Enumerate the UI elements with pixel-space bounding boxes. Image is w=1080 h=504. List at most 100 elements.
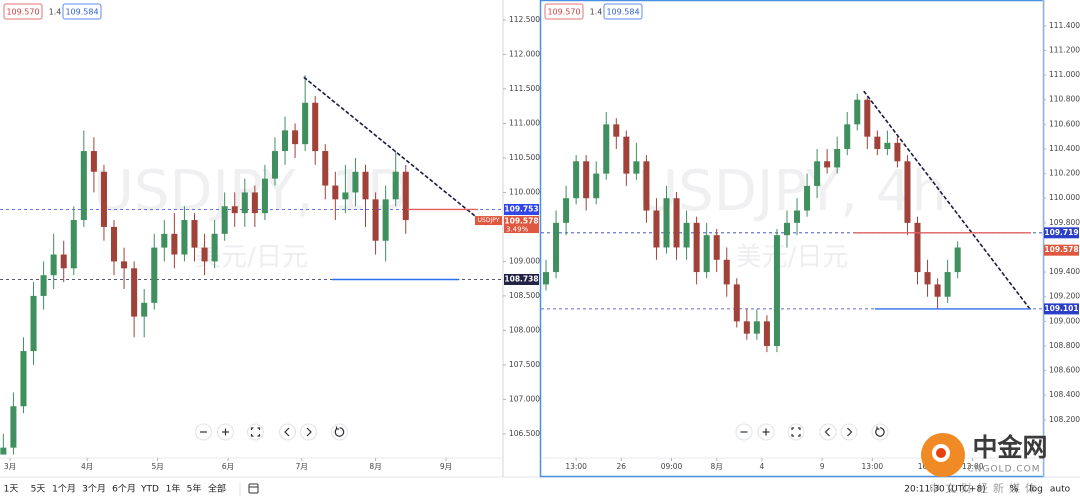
candle-body: [131, 268, 138, 317]
x-tick-label: 26: [617, 462, 627, 471]
level-label: 109.719: [1044, 228, 1078, 237]
x-tick-label: 13:00: [565, 462, 587, 471]
candle-body: [693, 222, 700, 273]
last-price: 109.578: [504, 217, 538, 226]
range-button[interactable]: 1个月: [52, 484, 76, 495]
range-button[interactable]: 3个月: [82, 484, 106, 495]
y-tick-label: 112.500: [509, 15, 540, 24]
candle-body: [683, 222, 690, 248]
scroll-right-icon: [306, 427, 312, 437]
candle-body: [302, 102, 309, 145]
x-tick-label: 8月: [369, 462, 381, 471]
candle-body: [201, 247, 208, 262]
scale-option[interactable]: log: [1029, 485, 1043, 495]
candle-body: [643, 161, 650, 211]
candle-body: [40, 275, 47, 296]
level-label-box: [504, 273, 539, 285]
candle-body: [110, 226, 118, 262]
fullscreen-icon: [791, 427, 801, 437]
x-tick-label: 9: [820, 462, 825, 471]
watermark-sub: 美元/日元: [736, 243, 849, 273]
level-label-box: [504, 203, 539, 215]
candle-body: [673, 198, 680, 248]
candle-body: [231, 206, 238, 214]
level-label: 108.738: [504, 274, 538, 283]
candle-body: [392, 171, 399, 200]
candle-body: [874, 136, 881, 149]
candle-body: [773, 235, 780, 346]
range-button[interactable]: YTD: [140, 485, 159, 495]
candle-body: [30, 295, 37, 352]
y-tick-label: 109.800: [1049, 218, 1080, 227]
candle-body: [623, 136, 630, 174]
symbol-box: [475, 216, 502, 226]
y-tick-label: 110.500: [509, 153, 540, 162]
candle-body: [894, 142, 901, 162]
chart-control-button[interactable]: [247, 423, 264, 441]
candle-body: [824, 161, 831, 168]
fullscreen-icon: [250, 427, 261, 437]
drawing-line: [303, 76, 487, 226]
candle-body: [271, 151, 278, 179]
range-button[interactable]: 1年: [166, 483, 181, 495]
drawing-line: [863, 90, 1031, 310]
y-tick-label: 108.600: [1049, 366, 1080, 375]
y-tick-label: 109.400: [1049, 267, 1080, 276]
y-tick-label: 110.400: [1049, 144, 1080, 153]
candle-body: [10, 406, 17, 448]
scale-option[interactable]: auto: [1050, 485, 1071, 495]
level-label: 109.101: [1044, 304, 1078, 313]
candle-body: [261, 178, 268, 214]
candle-body: [352, 171, 359, 193]
chart-control-button[interactable]: [819, 423, 837, 441]
scale-option[interactable]: %: [1010, 485, 1019, 495]
candle-body: [834, 148, 841, 168]
x-tick-label: 9月: [440, 462, 452, 471]
range-button[interactable]: 5年: [187, 483, 202, 495]
candle-body: [783, 222, 790, 236]
candle-body: [854, 99, 861, 125]
candle-body: [191, 220, 198, 248]
y-tick-label: 107.500: [509, 360, 540, 369]
candle-body: [653, 210, 660, 248]
reset-icon: [875, 426, 885, 437]
x-tick-label: 13:00: [962, 462, 984, 471]
y-tick-label: 109.200: [1049, 292, 1080, 301]
chart-control-button[interactable]: [300, 423, 317, 441]
candle-body: [763, 321, 770, 346]
candle-body: [563, 198, 570, 223]
candle-body: [241, 192, 248, 214]
candle-body: [161, 233, 168, 248]
candle-body: [753, 321, 760, 334]
range-button[interactable]: 5天: [31, 485, 46, 495]
ask-price: 109.584: [65, 8, 98, 17]
candle-body: [663, 198, 670, 248]
x-tick-label: 5月: [151, 462, 163, 471]
candle-body: [312, 102, 319, 152]
range-button[interactable]: 1天: [4, 485, 19, 495]
candle-body: [50, 254, 57, 276]
range-button[interactable]: 6个月: [112, 484, 136, 495]
y-tick-label: 112.000: [509, 49, 540, 58]
chart-control-button[interactable]: [279, 423, 296, 441]
candle-body: [713, 235, 720, 260]
candle-body: [723, 259, 730, 285]
scroll-right-icon: [847, 427, 853, 437]
chart-control-button[interactable]: [871, 423, 889, 441]
y-tick-label: 111.400: [1049, 21, 1080, 30]
y-tick-label: 109.000: [509, 256, 540, 265]
chart-control-button[interactable]: [331, 423, 348, 441]
candle-body: [553, 222, 560, 273]
logo-name: 中金网: [972, 433, 1047, 462]
candle-body: [80, 151, 87, 221]
candle-body: [282, 130, 289, 152]
calendar-icon[interactable]: [248, 483, 259, 494]
candle-body: [844, 124, 851, 149]
candle-body: [292, 130, 299, 145]
chart-control-button[interactable]: [787, 423, 805, 441]
candle-body: [934, 284, 941, 297]
chart-control-button[interactable]: [840, 423, 858, 441]
range-button[interactable]: 全部: [208, 483, 226, 495]
y-tick-label: 108.200: [1049, 415, 1080, 424]
